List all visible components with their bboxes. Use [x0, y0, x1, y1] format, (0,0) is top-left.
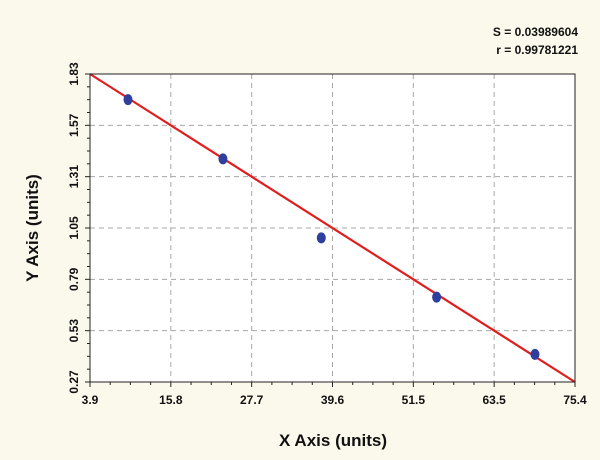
y-tick-label: 1.83 [67, 62, 81, 86]
x-axis-title: X Axis (units) [279, 431, 387, 450]
x-tick-label: 27.7 [240, 393, 264, 407]
data-point [530, 348, 540, 360]
stat-s: S = 0.03989604 [493, 25, 578, 39]
y-axis: 0.27 0.53 0.79 1.05 1.31 1.57 1.83 [67, 62, 90, 394]
x-tick-label: 3.9 [82, 393, 99, 407]
data-point [316, 232, 326, 244]
fit-line-layer [89, 73, 576, 383]
fit-line [89, 73, 576, 383]
x-tick-label: 63.5 [482, 393, 506, 407]
y-tick-label: 1.05 [67, 216, 81, 240]
data-point [432, 291, 442, 303]
y-axis-title: Y Axis (units) [23, 174, 42, 282]
y-tick-label: 0.79 [67, 267, 81, 291]
stat-r: r = 0.99781221 [496, 43, 578, 57]
x-axis: 3.9 15.8 27.7 39.6 51.5 63.5 75.4 [82, 382, 587, 407]
x-tick-label: 51.5 [402, 393, 426, 407]
y-tick-label: 0.27 [67, 370, 81, 394]
data-point [218, 153, 228, 165]
x-tick-label: 39.6 [321, 393, 345, 407]
y-tick-label: 0.53 [67, 319, 81, 343]
x-tick-label: 75.4 [563, 393, 587, 407]
data-point [123, 94, 133, 106]
y-tick-label: 1.31 [67, 165, 81, 189]
y-tick-label: 1.57 [67, 113, 81, 137]
points-layer [123, 94, 540, 360]
x-tick-label: 15.8 [159, 393, 183, 407]
